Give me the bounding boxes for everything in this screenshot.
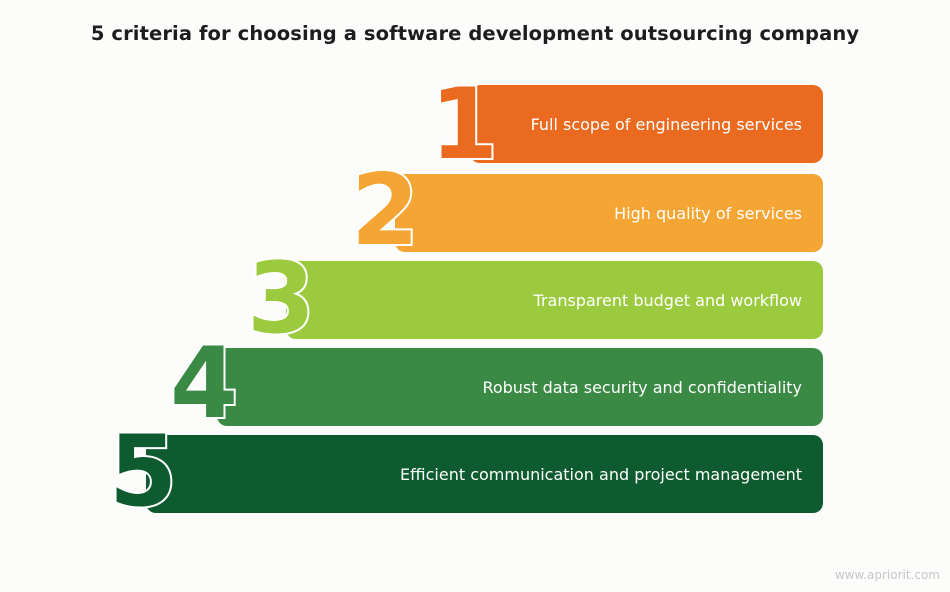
watermark: www.apriorit.com (834, 568, 940, 582)
step-number-2: 2 (349, 154, 421, 268)
step-number-3: 3 (245, 242, 317, 356)
step-label-1: Full scope of engineering services (530, 114, 802, 134)
step-label-4: Robust data security and confidentiality (482, 377, 802, 397)
step-bar-1: Full scope of engineering services (470, 85, 823, 163)
step-bar-2: High quality of services (395, 174, 823, 252)
step-number-5: 5 (107, 415, 179, 529)
step-bar-5: Efficient communication and project mana… (146, 435, 823, 513)
step-bar-3: Transparent budget and workflow (286, 261, 823, 339)
step-label-2: High quality of services (614, 203, 802, 223)
step-label-3: Transparent budget and workflow (533, 290, 802, 310)
page-title: 5 criteria for choosing a software devel… (90, 22, 860, 45)
step-number-4: 4 (168, 327, 240, 441)
step-label-5: Efficient communication and project mana… (400, 464, 802, 484)
step-number-1: 1 (428, 68, 500, 182)
step-bar-4: Robust data security and confidentiality (217, 348, 823, 426)
